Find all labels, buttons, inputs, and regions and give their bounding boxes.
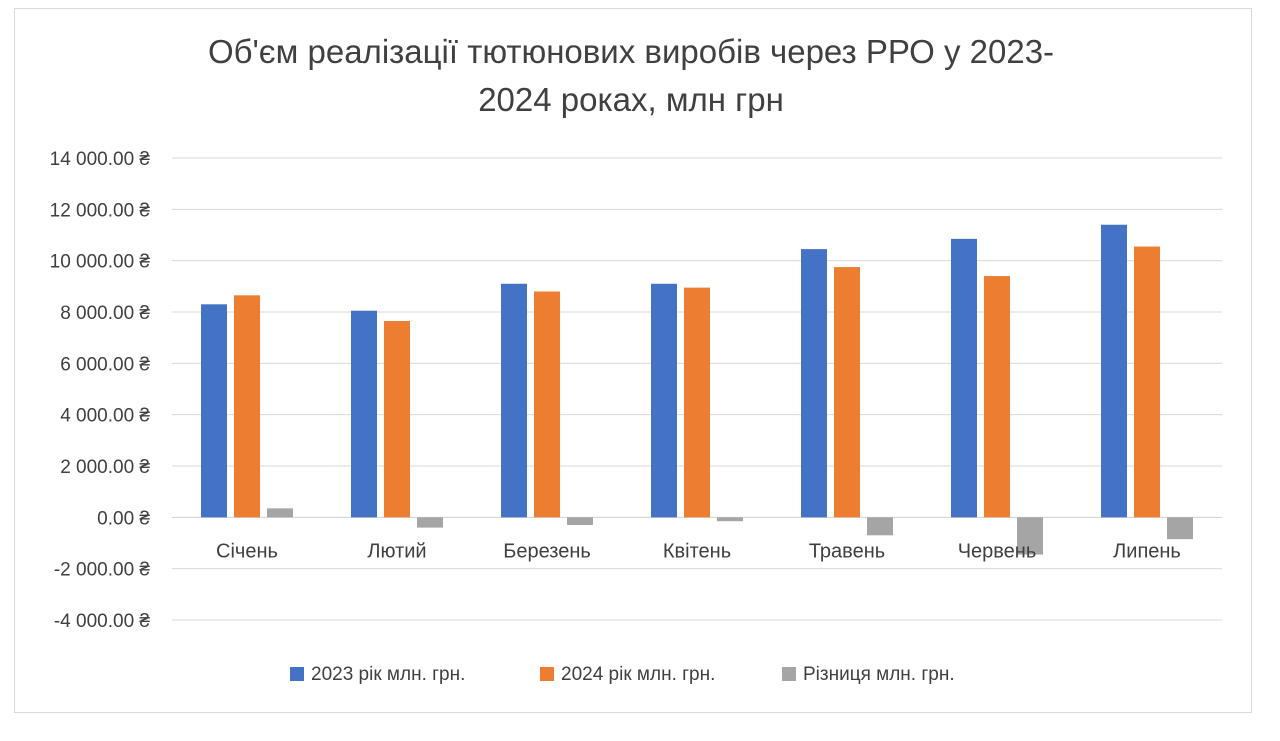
bar-1	[201, 304, 227, 518]
bar-2	[234, 295, 260, 518]
bar-2	[534, 291, 560, 518]
bar-3	[1017, 517, 1043, 555]
y-tick-label: 12 000.00 ₴	[50, 200, 151, 221]
bar-3	[1167, 517, 1193, 540]
bar-3	[717, 517, 743, 522]
x-tick-label: Лютий	[367, 540, 426, 562]
legend-label: 2024 рік млн. грн.	[561, 664, 715, 685]
x-tick-label: Квітень	[663, 540, 731, 562]
legend-swatch	[290, 667, 304, 681]
bar-2	[834, 267, 860, 518]
x-tick-label: Травень	[809, 540, 885, 562]
y-tick-label: 2 000.00 ₴	[60, 457, 150, 478]
bar-2	[984, 276, 1010, 518]
legend-swatch	[782, 667, 796, 681]
chart-title: Об'єм реалізації тютюнових виробів через…	[0, 28, 1262, 124]
chart-title-line-1: Об'єм реалізації тютюнових виробів через…	[207, 33, 1055, 70]
bar-1	[1101, 224, 1127, 518]
y-tick-label: -4 000.00 ₴	[54, 611, 151, 632]
y-tick-label: 8 000.00 ₴	[60, 303, 150, 324]
bar-1	[501, 283, 527, 518]
bar-3	[567, 517, 593, 526]
bar-3	[867, 517, 893, 536]
bar-3	[267, 508, 293, 518]
bar-1	[651, 283, 677, 518]
y-tick-label: 4 000.00 ₴	[60, 406, 150, 427]
bar-1	[351, 310, 377, 518]
x-tick-label: Червень	[958, 540, 1037, 562]
x-tick-label: Липень	[1113, 540, 1181, 562]
x-tick-label: Березень	[503, 540, 591, 562]
y-tick-label: 14 000.00 ₴	[50, 149, 151, 170]
legend-label: 2023 рік млн. грн.	[311, 664, 465, 685]
y-tick-label: 0.00 ₴	[97, 508, 150, 529]
bar-2	[684, 287, 710, 518]
bar-2	[384, 320, 410, 518]
legend-label: Різниця млн. грн.	[803, 664, 955, 685]
legend-swatch	[540, 667, 554, 681]
bar-1	[801, 249, 827, 518]
x-tick-label: Січень	[216, 540, 278, 562]
bar-1	[951, 238, 977, 518]
chart-title-line-2: 2024 роках, млн грн	[478, 81, 784, 118]
bar-3	[417, 517, 443, 528]
y-tick-label: 6 000.00 ₴	[60, 354, 150, 375]
y-tick-label: 10 000.00 ₴	[50, 252, 151, 273]
bar-2	[1134, 246, 1160, 518]
y-tick-label: -2 000.00 ₴	[54, 560, 151, 581]
